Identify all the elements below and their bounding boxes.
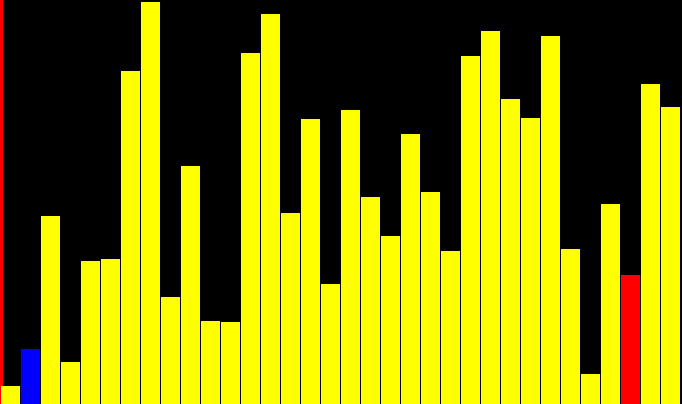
bar-24 [461,56,480,404]
bar-14 [261,14,280,404]
bar-21 [401,134,420,404]
bar-1 [1,386,20,404]
bar-32 [621,275,640,404]
bar-31 [601,204,620,404]
bar-34 [661,107,680,404]
bar-12 [221,322,240,404]
bar-19 [361,197,380,404]
bar-7 [121,71,140,404]
bar-16 [301,119,320,404]
bar-3 [41,216,60,404]
bar-15 [281,213,300,404]
bar-9 [161,297,180,404]
bar-2 [21,349,40,404]
bar-23 [441,251,460,404]
bar-22 [421,192,440,404]
left-edge-marker [0,0,3,404]
bar-29 [561,249,580,404]
bar-4 [61,362,80,404]
bar-30 [581,374,600,404]
bar-11 [201,321,220,404]
bar-8 [141,2,160,404]
bar-17 [321,284,340,404]
bar-33 [641,84,660,404]
bar-26 [501,99,520,404]
bar-27 [521,118,540,404]
bar-25 [481,31,500,404]
bar-10 [181,166,200,404]
bar-13 [241,53,260,404]
bar-20 [381,236,400,404]
bar-5 [81,261,100,404]
bar-6 [101,259,120,404]
bar-18 [341,110,360,404]
bar-28 [541,36,560,404]
